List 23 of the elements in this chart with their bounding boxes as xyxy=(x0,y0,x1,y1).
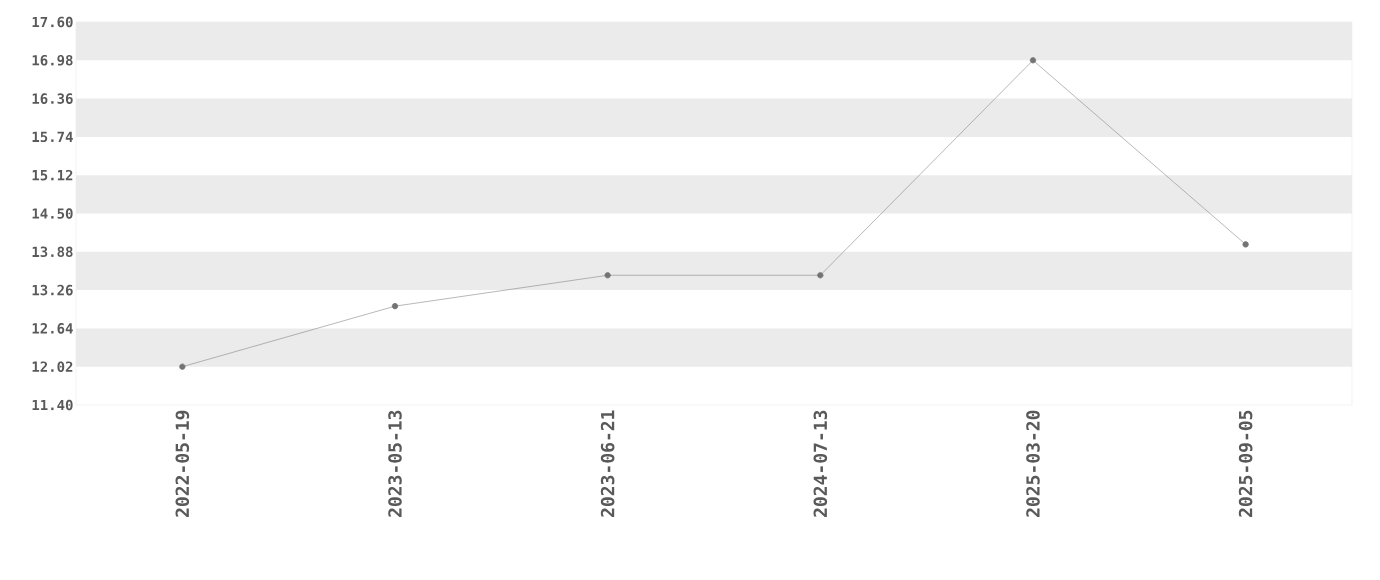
x-tick-label: 2025-09-05 xyxy=(1238,410,1253,517)
x-tick-label: 2022-05-19 xyxy=(175,410,190,517)
y-tick-label: 15.12 xyxy=(32,169,73,181)
x-tick-label: 2023-05-13 xyxy=(388,410,402,517)
x-tick-label: 2023-06-21 xyxy=(600,410,615,517)
y-tick-label: 15.74 xyxy=(32,131,73,143)
point xyxy=(1029,57,1037,64)
y-tick-label: 14.50 xyxy=(32,208,73,219)
y-tick-label: 12.64 xyxy=(32,323,73,334)
y-tick-label: 11.40 xyxy=(32,399,73,411)
y-tick-label: 13.26 xyxy=(32,284,73,296)
y-tick-label: 16.36 xyxy=(32,93,73,104)
x-tick-label: 2025-03-20 xyxy=(1026,410,1040,517)
y-tick-label: 17.60 xyxy=(32,16,73,28)
point xyxy=(391,303,399,310)
point xyxy=(179,363,186,370)
y-tick-label: 12.02 xyxy=(32,361,73,372)
x-tick-label: 2024-07-13 xyxy=(813,410,828,517)
y-tick-label: 13.88 xyxy=(32,246,73,258)
point xyxy=(1242,241,1249,248)
point xyxy=(604,272,611,279)
point xyxy=(817,272,824,279)
y-tick-label: 16.98 xyxy=(32,54,73,66)
